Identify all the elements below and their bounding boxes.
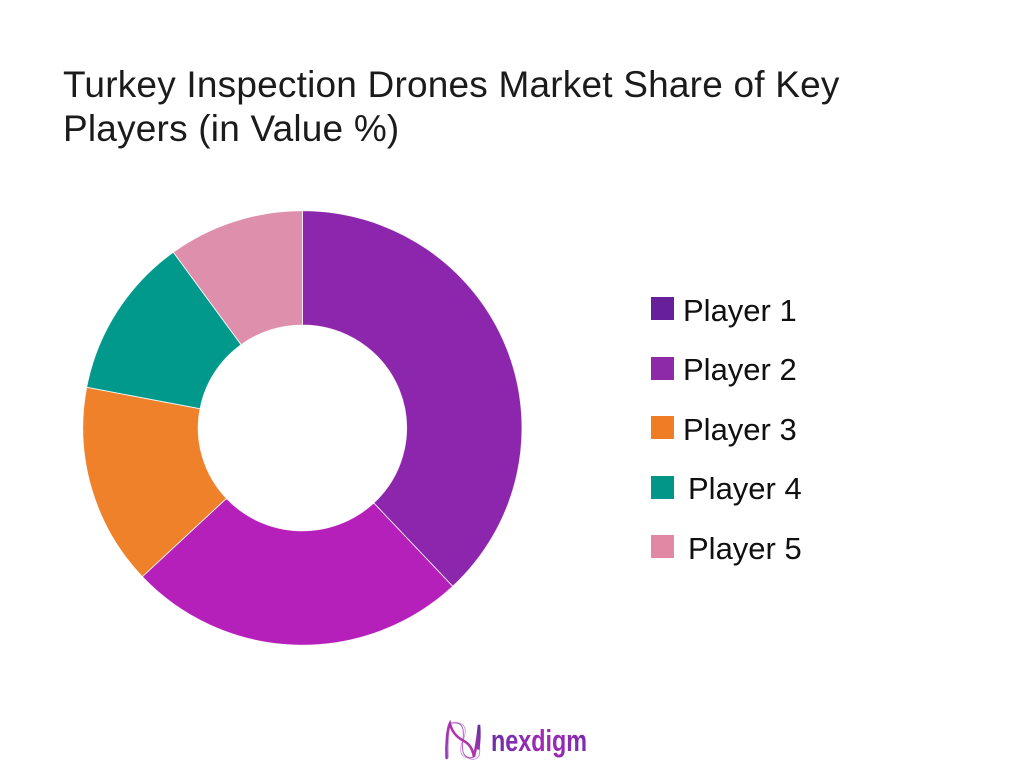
svg-text:nexdigm: nexdigm bbox=[491, 723, 587, 758]
